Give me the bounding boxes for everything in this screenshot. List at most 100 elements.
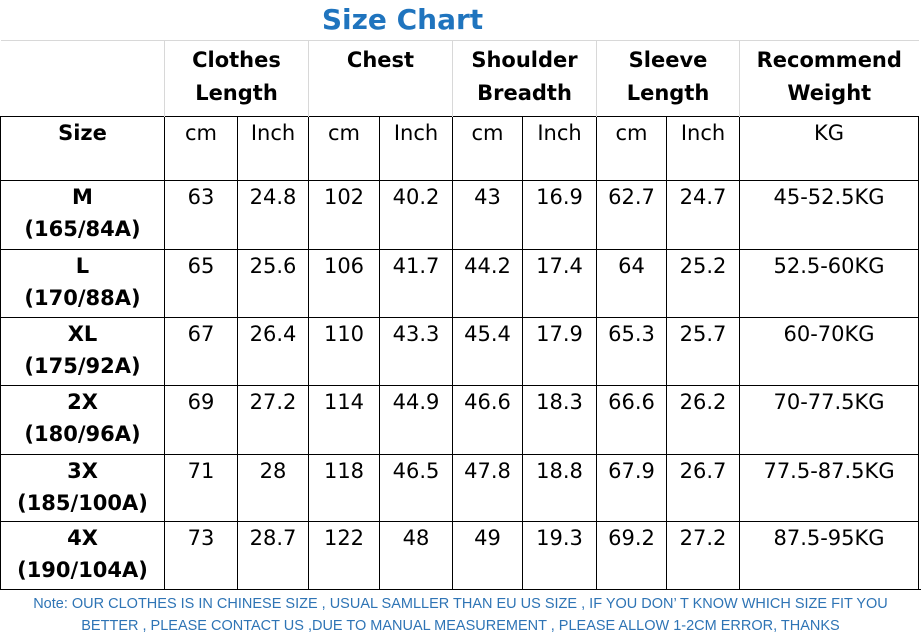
value-cell: 41.7: [379, 249, 453, 318]
unit-cell: Inch: [521, 116, 598, 181]
size-cell: XL (175/92A): [0, 317, 165, 386]
value-cell: 110: [308, 317, 380, 386]
value-cell: 19.3: [521, 521, 598, 590]
table-row: 2X (180/96A) 69 27.2 114 44.9 46.6 18.3 66.6 26.2…: [0, 385, 920, 455]
size-code: (180/96A): [24, 422, 141, 446]
value-cell: 44.2: [452, 249, 523, 318]
value-cell: 67.9: [596, 454, 668, 522]
value-cell: 69: [164, 385, 238, 455]
value-cell: 71: [164, 454, 238, 522]
value-cell: 44.9: [379, 385, 453, 455]
value-cell: 25.2: [666, 249, 741, 318]
value-cell: 17.4: [521, 249, 598, 318]
value-cell: 47.8: [452, 454, 523, 522]
header-chest: Chest: [308, 40, 453, 117]
unit-cell: cm: [308, 116, 380, 181]
value-cell: 70-77.5KG: [739, 385, 920, 455]
value-cell: 17.9: [521, 317, 598, 386]
value-cell: 69.2: [596, 521, 668, 590]
header-shoulder-breadth: Shoulder Breadth: [451, 40, 597, 117]
header-recommend-weight: Recommend Weight: [739, 40, 919, 117]
value-cell: 73: [164, 521, 238, 590]
value-cell: 62.7: [596, 180, 668, 250]
table-row: 3X (185/100A) 71 28 118 46.5 47.8 18.8 67.9 26.7 7…: [0, 454, 920, 522]
value-cell: 26.2: [666, 385, 741, 455]
value-cell: 24.7: [666, 180, 741, 250]
size-cell: 4X (190/104A): [0, 521, 165, 590]
table-row: XL (175/92A) 67 26.4 110 43.3 45.4 17.9 65.3 25.7…: [0, 317, 920, 386]
size-note: Note: OUR CLOTHES IS IN CHINESE SIZE , U…: [0, 589, 921, 642]
unit-cell: cm: [452, 116, 523, 181]
size-cell: L (170/88A): [0, 249, 165, 318]
size-header: Size: [0, 116, 165, 181]
size-label: 4X: [67, 526, 98, 550]
size-code: (175/92A): [24, 354, 141, 378]
value-cell: 66.6: [596, 385, 668, 455]
value-cell: 28.7: [237, 521, 309, 590]
value-cell: 26.4: [237, 317, 309, 386]
value-cell: 28: [237, 454, 309, 522]
value-cell: 63: [164, 180, 238, 250]
value-cell: 18.3: [521, 385, 598, 455]
value-cell: 27.2: [666, 521, 741, 590]
value-cell: 52.5-60KG: [739, 249, 920, 318]
header-sleeve-length: Sleeve Length: [596, 40, 740, 117]
size-cell: 2X (180/96A): [0, 385, 165, 455]
unit-cell: Inch: [666, 116, 741, 181]
note-line-1: Note: OUR CLOTHES IS IN CHINESE SIZE , U…: [33, 596, 888, 612]
unit-cell: Inch: [237, 116, 309, 181]
unit-cell: cm: [596, 116, 668, 181]
header-corner: [0, 40, 165, 117]
size-code: (190/104A): [17, 558, 148, 582]
size-code: (185/100A): [17, 491, 148, 515]
value-cell: 65.3: [596, 317, 668, 386]
value-cell: 114: [308, 385, 380, 455]
value-cell: 43: [452, 180, 523, 250]
value-cell: 26.7: [666, 454, 741, 522]
size-cell: M (165/84A): [0, 180, 165, 250]
value-cell: 87.5-95KG: [739, 521, 920, 590]
value-cell: 49: [452, 521, 523, 590]
note-line-2: BETTER , PLEASE CONTACT US ,DUE TO MANUA…: [81, 618, 840, 634]
header-row: Clothes Length Chest Shoulder Breadth Slee…: [0, 40, 919, 117]
value-cell: 60-70KG: [739, 317, 920, 386]
value-cell: 102: [308, 180, 380, 250]
chart-title: Size Chart: [321, 3, 484, 36]
value-cell: 40.2: [379, 180, 453, 250]
table-row: M (165/84A) 63 24.8 102 40.2 43 16.9 62.7 24.7 45-…: [0, 180, 920, 250]
size-code: (170/88A): [24, 286, 141, 310]
value-cell: 45-52.5KG: [739, 180, 920, 250]
value-cell: 65: [164, 249, 238, 318]
size-label: XL: [67, 322, 98, 346]
units-row: Size cm Inch cm Inch cm Inch cm Inch KG: [0, 116, 920, 181]
value-cell: 46.5: [379, 454, 453, 522]
value-cell: 27.2: [237, 385, 309, 455]
value-cell: 77.5-87.5KG: [739, 454, 920, 522]
header-clothes-length: Clothes Length: [164, 40, 309, 117]
value-cell: 25.6: [237, 249, 309, 318]
value-cell: 67: [164, 317, 238, 386]
value-cell: 43.3: [379, 317, 453, 386]
value-cell: 16.9: [521, 180, 598, 250]
value-cell: 25.7: [666, 317, 741, 386]
size-label: L: [75, 254, 90, 278]
size-code: (165/84A): [24, 217, 141, 241]
size-table: Clothes Length Chest Shoulder Breadth Slee…: [0, 40, 920, 590]
value-cell: 106: [308, 249, 380, 318]
table-row: 4X (190/104A) 73 28.7 122 48 49 19.3 69.2 27.2 87.…: [0, 521, 920, 590]
table-row: L (170/88A) 65 25.6 106 41.7 44.2 17.4 64 25.2 52.…: [0, 249, 920, 318]
value-cell: 64: [596, 249, 668, 318]
size-label: 3X: [67, 459, 98, 483]
value-cell: 45.4: [452, 317, 523, 386]
size-label: 2X: [67, 390, 98, 414]
unit-cell: Inch: [379, 116, 453, 181]
value-cell: 48: [379, 521, 453, 590]
value-cell: 46.6: [452, 385, 523, 455]
unit-cell: cm: [164, 116, 238, 181]
value-cell: 24.8: [237, 180, 309, 250]
size-cell: 3X (185/100A): [0, 454, 165, 522]
size-label: M: [72, 185, 93, 209]
unit-cell: KG: [739, 116, 920, 181]
value-cell: 122: [308, 521, 380, 590]
